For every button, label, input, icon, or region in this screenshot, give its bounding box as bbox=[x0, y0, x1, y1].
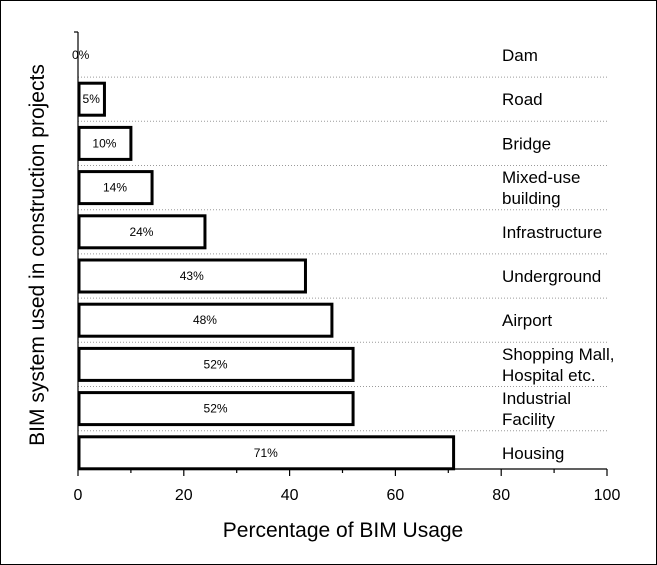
x-tick-label: 40 bbox=[281, 487, 299, 504]
bar-value-label: 10% bbox=[92, 136, 116, 150]
x-tick-label: 20 bbox=[175, 487, 193, 504]
bar-value-label: 71% bbox=[254, 446, 278, 460]
bar bbox=[77, 214, 207, 250]
bar-value-label: 43% bbox=[180, 269, 204, 283]
category-label: Airport bbox=[502, 311, 552, 330]
bar-value-labels: 0% 5% 10% 14% 24% 43% 48% 52% 52% 71% bbox=[72, 48, 278, 460]
bar bbox=[77, 258, 307, 294]
bar-value-label: 14% bbox=[103, 181, 127, 195]
category-label-line: Bridge bbox=[502, 134, 551, 153]
axes bbox=[74, 31, 608, 476]
category-label: Bridge bbox=[502, 134, 551, 153]
category-label: Underground bbox=[502, 267, 601, 286]
bar-value-label: 52% bbox=[204, 357, 228, 371]
y-axis-label: BIM system used in construction projects bbox=[26, 64, 49, 446]
bar-value-label: 24% bbox=[129, 225, 153, 239]
category-label-line: Shopping Mall, bbox=[502, 345, 614, 364]
bar-value-label: 48% bbox=[193, 313, 217, 327]
bar bbox=[77, 435, 456, 471]
category-label: Mixed-use building bbox=[502, 168, 580, 208]
category-label-line: Industrial bbox=[502, 389, 571, 408]
category-label-line: Underground bbox=[502, 267, 601, 286]
category-label-line: Mixed-use bbox=[502, 168, 580, 187]
category-label: Infrastructure bbox=[502, 223, 602, 242]
x-axis-label: Percentage of BIM Usage bbox=[223, 519, 463, 542]
category-label-line: building bbox=[502, 189, 561, 208]
category-label: Shopping Mall, Hospital etc. bbox=[502, 345, 614, 385]
category-label: Industrial Facility bbox=[502, 389, 571, 429]
bars bbox=[77, 81, 456, 471]
bar-value-label: 5% bbox=[83, 92, 101, 106]
category-label: Dam bbox=[502, 46, 538, 65]
category-labels: Dam Road Bridge Mixed-use building Infrastruc… bbox=[502, 46, 614, 463]
category-label: Road bbox=[502, 90, 543, 109]
bar bbox=[77, 170, 154, 206]
bar bbox=[77, 125, 133, 161]
grid-lines bbox=[78, 76, 607, 432]
category-label-line: Facility bbox=[502, 410, 555, 429]
category-label-line: Road bbox=[502, 90, 543, 109]
bar-value-label: 52% bbox=[204, 402, 228, 416]
category-label: Housing bbox=[502, 444, 564, 463]
bar bbox=[77, 81, 106, 117]
x-tick-label: 60 bbox=[387, 487, 405, 504]
category-label-line: Airport bbox=[502, 311, 552, 330]
bar bbox=[77, 302, 334, 338]
category-label-line: Housing bbox=[502, 444, 564, 463]
bar-value-label: 0% bbox=[72, 48, 90, 62]
category-label-line: Infrastructure bbox=[502, 223, 602, 242]
x-tick-label: 0 bbox=[74, 487, 83, 504]
x-tick-label: 80 bbox=[492, 487, 510, 504]
bar bbox=[77, 346, 355, 382]
bar bbox=[77, 391, 355, 427]
category-label-line: Dam bbox=[502, 46, 538, 65]
x-tick-labels: 0 20 40 60 80 100 bbox=[74, 487, 621, 504]
category-label-line: Hospital etc. bbox=[502, 366, 596, 385]
x-tick-label: 100 bbox=[594, 487, 621, 504]
